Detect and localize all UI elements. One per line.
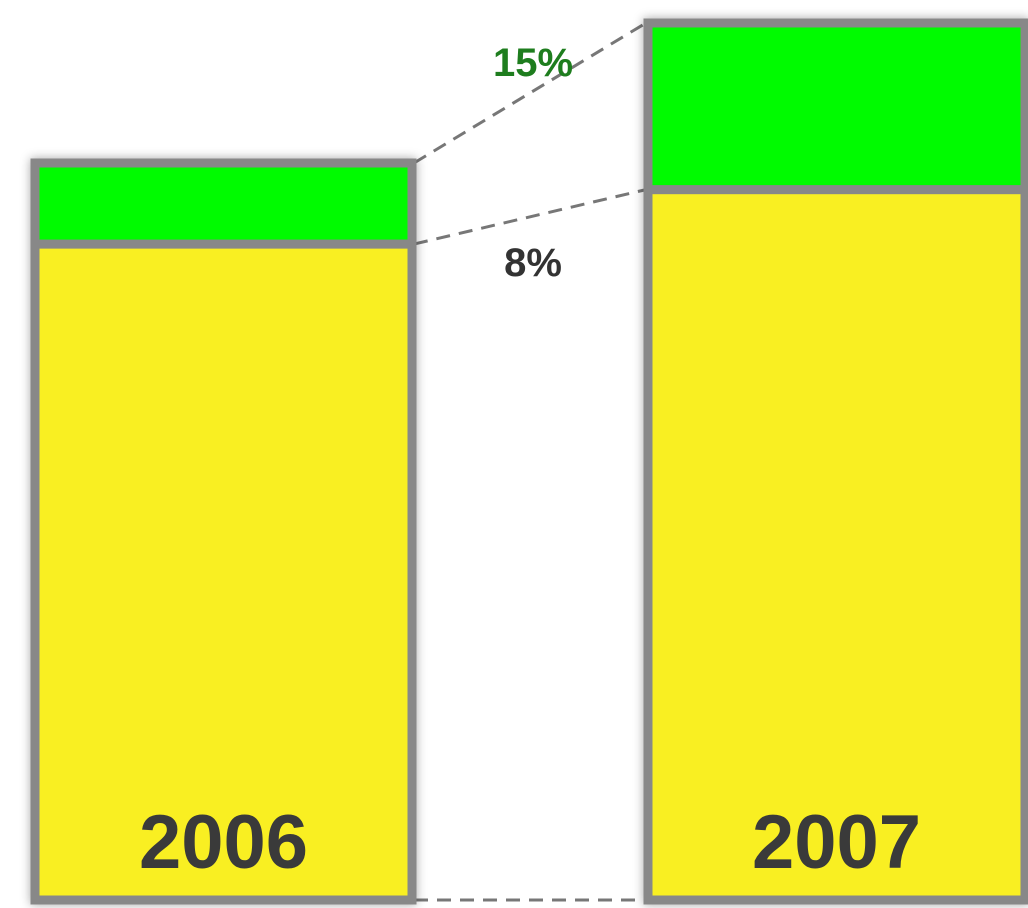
- base-growth-label: 8%: [504, 241, 562, 285]
- connector-lines: [413, 21, 647, 902]
- bar-base-segment-2007: [643, 185, 1028, 905]
- bar-top-segment-2007: [643, 18, 1028, 195]
- bar-top-segment-2006: [30, 158, 417, 249]
- category-label-2006: 2006: [139, 800, 308, 885]
- bar-2007: [643, 18, 1028, 905]
- bars-group: [30, 18, 1028, 905]
- top-growth-label: 15%: [493, 41, 573, 85]
- bar-2006: [30, 158, 417, 905]
- category-label-2007: 2007: [752, 800, 921, 885]
- connector-split-line: [413, 188, 647, 246]
